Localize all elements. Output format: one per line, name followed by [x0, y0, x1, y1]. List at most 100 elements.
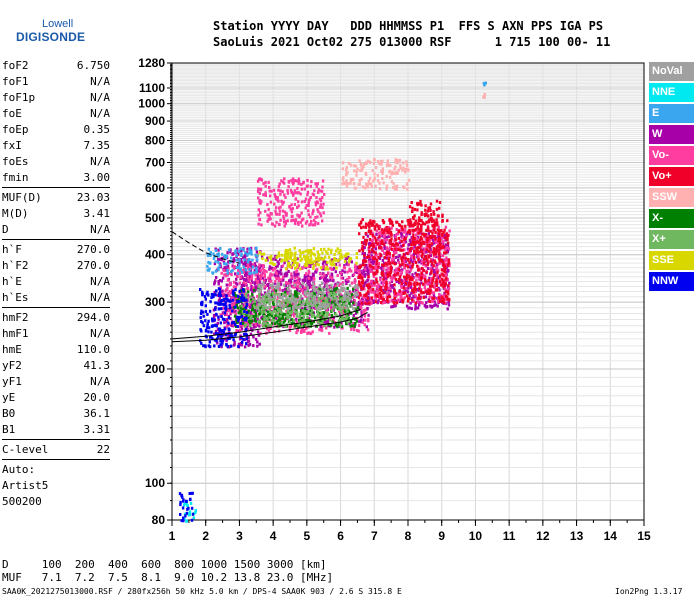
- echo-point-nnw: [226, 344, 229, 348]
- echo-point-x: [338, 318, 342, 322]
- echo-point-vo: [413, 237, 416, 241]
- echo-point-vo: [437, 268, 440, 272]
- echo-point-vo: [314, 203, 318, 207]
- echo-point-x: [296, 295, 299, 298]
- echo-point-vo: [287, 180, 291, 184]
- echo-point-vo: [259, 187, 263, 191]
- echo-point-nnw: [214, 331, 218, 335]
- echo-point-w: [304, 279, 307, 283]
- x-tick-label: 15: [637, 529, 651, 543]
- echo-point-nnw: [199, 328, 202, 332]
- echo-point-vo: [267, 276, 270, 280]
- echo-point-vo: [378, 225, 382, 228]
- echo-point-vo: [260, 200, 263, 204]
- echo-point-vo: [369, 279, 373, 283]
- echo-point-vo: [360, 306, 363, 310]
- echo-point-x: [258, 292, 261, 296]
- echo-point-sse: [270, 261, 274, 265]
- echo-point-w: [391, 284, 394, 287]
- echo-point-vo: [389, 270, 392, 274]
- echo-point-vo: [390, 278, 394, 282]
- echo-point-e: [253, 271, 256, 275]
- echo-point-ssw: [391, 170, 394, 174]
- echo-point-sse: [309, 254, 313, 258]
- echo-point-nnw: [220, 307, 223, 311]
- echo-point-w: [336, 300, 340, 304]
- echo-point-x: [298, 320, 301, 324]
- echo-point-vo: [389, 230, 393, 234]
- echo-point-vo: [340, 276, 343, 280]
- echo-point-vo: [391, 261, 394, 265]
- echo-point-vo: [420, 288, 423, 291]
- echo-point-nnw: [221, 317, 225, 321]
- echo-point-w: [295, 272, 298, 276]
- echo-point-vo: [297, 182, 300, 185]
- echo-point-vo: [444, 266, 447, 270]
- echo-point-vo: [396, 220, 399, 224]
- echo-point-nne: [185, 519, 188, 523]
- echo-point-w: [276, 269, 279, 273]
- echo-point-vo: [312, 208, 315, 212]
- echo-point-w: [433, 303, 436, 307]
- echo-point-vo: [327, 271, 330, 275]
- echo-point-vo: [361, 244, 364, 248]
- echo-point-w: [365, 302, 369, 306]
- echo-point-vo: [432, 210, 435, 214]
- echo-point-w: [234, 272, 237, 276]
- echo-point-ssw: [380, 169, 383, 173]
- x-tick-label: 2: [202, 529, 209, 543]
- echo-point-vo: [319, 214, 323, 218]
- echo-point-x: [263, 318, 266, 322]
- echo-point-vo: [281, 190, 284, 194]
- echo-point-vo: [425, 248, 428, 252]
- echo-point-vo: [259, 268, 262, 272]
- echo-point-vo: [373, 255, 377, 259]
- echo-point-sse: [286, 250, 289, 254]
- echo-point-x: [238, 295, 242, 299]
- echo-point-vo: [274, 270, 277, 274]
- param-row: M(D) 3.41: [2, 206, 110, 222]
- echo-point-w: [393, 304, 396, 308]
- auto-scaling-info: Auto:: [2, 462, 110, 478]
- echo-point-nnw: [199, 312, 203, 315]
- echo-point-ssw: [374, 166, 378, 169]
- echo-point-vo: [361, 279, 365, 283]
- echo-point-w: [321, 262, 325, 266]
- echo-point-vo: [435, 278, 438, 282]
- echo-point-w: [230, 324, 233, 328]
- echo-point-w: [221, 289, 224, 293]
- echo-point-vo: [379, 230, 382, 234]
- echo-point-vo: [289, 207, 292, 211]
- echo-point-vo: [389, 242, 392, 246]
- echo-point-nnw: [224, 333, 228, 337]
- echo-point-sse: [306, 258, 309, 262]
- echo-point-vo: [447, 261, 450, 265]
- echo-point-w: [253, 282, 257, 286]
- echo-point-ssw: [349, 179, 353, 183]
- echo-point-vo: [330, 267, 333, 271]
- echo-point-vo: [371, 238, 375, 242]
- echo-point-vo: [394, 292, 397, 296]
- echo-point-vo: [292, 180, 296, 184]
- echo-point-vo: [430, 300, 433, 304]
- echo-point-ssw: [385, 187, 388, 191]
- echo-point-w: [323, 279, 327, 283]
- param-name: D: [2, 223, 9, 236]
- y-tick-label: 900: [145, 114, 165, 128]
- echo-point-w: [420, 281, 423, 285]
- echo-point-nnw: [236, 300, 239, 304]
- echo-point-nnw: [243, 298, 246, 302]
- echo-point-ssw: [402, 166, 405, 170]
- echo-point-w: [334, 270, 337, 274]
- echo-point-vo: [395, 247, 398, 251]
- echo-point-w: [258, 279, 261, 282]
- echo-point-w: [213, 332, 216, 336]
- echo-point-vo: [424, 212, 428, 216]
- echo-point-vo: [232, 285, 236, 289]
- echo-point-w: [367, 292, 370, 296]
- echo-point-vo: [435, 284, 438, 288]
- echo-point-w: [367, 313, 370, 317]
- echo-point-vo: [405, 234, 408, 238]
- echo-point-w: [240, 275, 243, 279]
- echo-point-ssw: [388, 175, 392, 179]
